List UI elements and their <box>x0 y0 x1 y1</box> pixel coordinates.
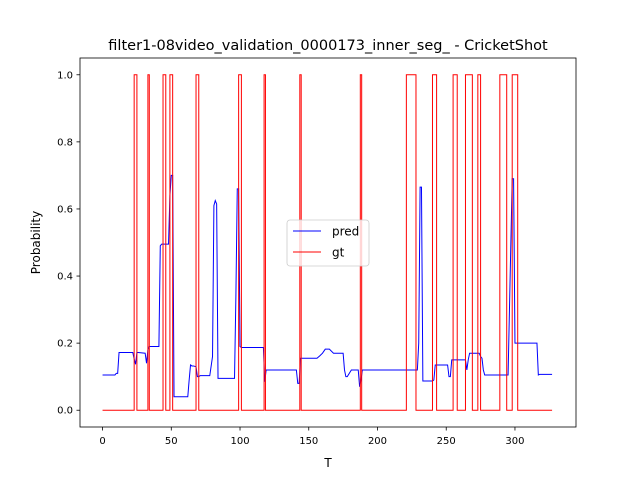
legend: pred gt <box>286 219 370 267</box>
x-tick-label: 0 <box>99 436 105 447</box>
y-tick-label: 0.0 <box>57 406 73 417</box>
y-axis: 0.0 0.2 0.4 0.6 0.8 1.0 <box>57 70 80 417</box>
plot-area <box>102 74 553 411</box>
series-line-gt <box>102 74 553 411</box>
x-tick-label: 50 <box>165 436 178 447</box>
y-tick-label: 0.8 <box>57 137 73 148</box>
y-tick-label: 0.6 <box>57 204 73 215</box>
legend-label-gt: gt <box>332 246 345 260</box>
x-tick-label: 300 <box>505 436 524 447</box>
y-axis-label: Probability <box>29 211 43 274</box>
y-tick-label: 0.2 <box>57 339 73 350</box>
x-tick-label: 100 <box>230 436 249 447</box>
axes-frame <box>79 57 577 428</box>
x-axis-label: T <box>323 456 332 470</box>
y-tick-label: 0.4 <box>57 272 73 283</box>
x-tick-label: 250 <box>437 436 456 447</box>
x-axis: 0 50 100 150 200 250 300 <box>99 427 525 447</box>
x-tick-label: 150 <box>299 436 318 447</box>
x-tick-label: 200 <box>368 436 387 447</box>
legend-label-pred: pred <box>332 225 359 239</box>
y-tick-label: 1.0 <box>57 70 73 81</box>
chart-title: filter1-08video_validation_0000173_inner… <box>108 38 548 54</box>
